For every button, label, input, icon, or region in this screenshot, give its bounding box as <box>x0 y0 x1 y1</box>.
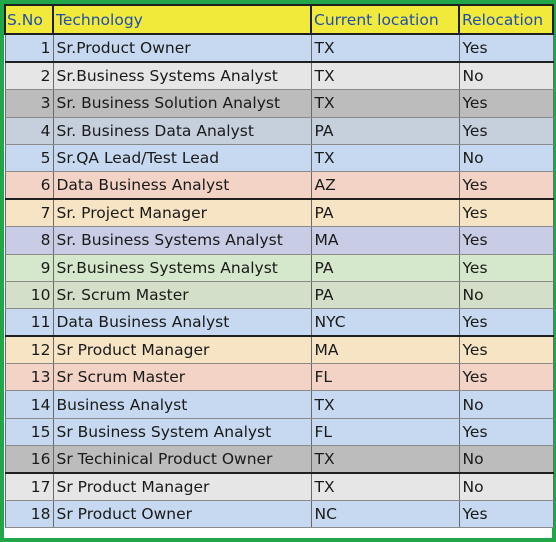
cell-technology: Sr.Business Systems Analyst <box>52 254 312 282</box>
table-row: 14 Business Analyst TX No <box>4 390 554 419</box>
cell-relocation: Yes <box>458 500 554 529</box>
cell-technology: Sr Techinical Product Owner <box>52 445 312 474</box>
table-row: 8 Sr. Business Systems Analyst MA Yes <box>4 226 554 255</box>
header-row: S.No Technology Current location Relocat… <box>4 4 554 35</box>
table-row: 12 Sr Product Manager MA Yes <box>4 336 554 365</box>
cell-technology: Sr Product Manager <box>52 336 312 365</box>
cell-current-location: PA <box>310 281 460 309</box>
cell-sno: 16 <box>4 445 54 474</box>
cell-relocation: Yes <box>458 117 554 145</box>
cell-current-location: TX <box>310 390 460 419</box>
cell-sno: 17 <box>4 473 54 502</box>
cell-current-location: TX <box>310 144 460 172</box>
table-row: 3 Sr. Business Solution Analyst TX Yes <box>4 89 554 118</box>
cell-relocation: Yes <box>458 89 554 118</box>
cell-technology: Sr Business System Analyst <box>52 418 312 446</box>
cell-technology: Sr Scrum Master <box>52 363 312 392</box>
table-row: 18 Sr Product Owner NC Yes <box>4 500 554 529</box>
cell-relocation: Yes <box>458 199 554 228</box>
cell-technology: Sr. Project Manager <box>52 199 312 228</box>
cell-current-location: TX <box>310 473 460 502</box>
table-row: 11 Data Business Analyst NYC Yes <box>4 308 554 338</box>
cell-technology: Data Business Analyst <box>52 308 312 338</box>
cell-technology: Sr. Business Data Analyst <box>52 117 312 145</box>
header-current-location: Current location <box>310 4 460 35</box>
cell-technology: Data Business Analyst <box>52 171 312 201</box>
table-row: 1 Sr.Product Owner TX Yes <box>4 34 554 64</box>
candidates-table: S.No Technology Current location Relocat… <box>4 4 554 529</box>
cell-sno: 5 <box>4 144 54 172</box>
cell-relocation: No <box>458 281 554 309</box>
cell-relocation: Yes <box>458 226 554 255</box>
cell-technology: Sr.Product Owner <box>52 34 312 64</box>
cell-current-location: FL <box>310 363 460 392</box>
cell-sno: 10 <box>4 281 54 309</box>
cell-sno: 18 <box>4 500 54 529</box>
cell-technology: Sr.Business Systems Analyst <box>52 62 312 91</box>
cell-technology: Sr. Business Systems Analyst <box>52 226 312 255</box>
table-row: 4 Sr. Business Data Analyst PA Yes <box>4 117 554 145</box>
cell-sno: 6 <box>4 171 54 201</box>
cell-relocation: No <box>458 62 554 91</box>
cell-current-location: TX <box>310 62 460 91</box>
cell-current-location: PA <box>310 199 460 228</box>
cell-technology: Sr Product Owner <box>52 500 312 529</box>
cell-sno: 2 <box>4 62 54 91</box>
table-row: 13 Sr Scrum Master FL Yes <box>4 363 554 392</box>
table-row: 9 Sr.Business Systems Analyst PA Yes <box>4 254 554 282</box>
table-row: 6 Data Business Analyst AZ Yes <box>4 171 554 201</box>
table-row: 2 Sr.Business Systems Analyst TX No <box>4 62 554 91</box>
cell-current-location: NC <box>310 500 460 529</box>
cell-relocation: Yes <box>458 308 554 338</box>
table-row: 15 Sr Business System Analyst FL Yes <box>4 418 554 446</box>
cell-relocation: No <box>458 390 554 419</box>
cell-sno: 11 <box>4 308 54 338</box>
table-body: 1 Sr.Product Owner TX Yes 2 Sr.Business Syste… <box>4 34 554 529</box>
cell-current-location: MA <box>310 336 460 365</box>
cell-relocation: No <box>458 144 554 172</box>
table-row: 7 Sr. Project Manager PA Yes <box>4 199 554 228</box>
cell-relocation: Yes <box>458 336 554 365</box>
cell-relocation: Yes <box>458 418 554 446</box>
cell-technology: Business Analyst <box>52 390 312 419</box>
cell-relocation: No <box>458 445 554 474</box>
cell-technology: Sr. Scrum Master <box>52 281 312 309</box>
cell-sno: 14 <box>4 390 54 419</box>
cell-relocation: Yes <box>458 363 554 392</box>
cell-technology: Sr Product Manager <box>52 473 312 502</box>
cell-relocation: No <box>458 473 554 502</box>
cell-sno: 12 <box>4 336 54 365</box>
cell-technology: Sr.QA Lead/Test Lead <box>52 144 312 172</box>
cell-current-location: FL <box>310 418 460 446</box>
cell-current-location: PA <box>310 117 460 145</box>
cell-sno: 15 <box>4 418 54 446</box>
cell-current-location: TX <box>310 445 460 474</box>
cell-relocation: Yes <box>458 254 554 282</box>
cell-current-location: PA <box>310 254 460 282</box>
cell-sno: 3 <box>4 89 54 118</box>
header-sno: S.No <box>4 4 54 35</box>
cell-sno: 7 <box>4 199 54 228</box>
table-header: S.No Technology Current location Relocat… <box>4 4 554 35</box>
header-technology: Technology <box>52 4 312 35</box>
cell-current-location: TX <box>310 34 460 64</box>
header-relocation: Relocation <box>458 4 554 35</box>
table-row: 17 Sr Product Manager TX No <box>4 473 554 502</box>
cell-current-location: AZ <box>310 171 460 201</box>
cell-sno: 1 <box>4 34 54 64</box>
cell-sno: 13 <box>4 363 54 392</box>
cell-relocation: Yes <box>458 171 554 201</box>
cell-sno: 9 <box>4 254 54 282</box>
cell-technology: Sr. Business Solution Analyst <box>52 89 312 118</box>
cell-current-location: MA <box>310 226 460 255</box>
cell-sno: 8 <box>4 226 54 255</box>
table-row: 10 Sr. Scrum Master PA No <box>4 281 554 309</box>
cell-current-location: NYC <box>310 308 460 338</box>
table-row: 5 Sr.QA Lead/Test Lead TX No <box>4 144 554 172</box>
cell-relocation: Yes <box>458 34 554 64</box>
cell-sno: 4 <box>4 117 54 145</box>
cell-current-location: TX <box>310 89 460 118</box>
table-row: 16 Sr Techinical Product Owner TX No <box>4 445 554 474</box>
